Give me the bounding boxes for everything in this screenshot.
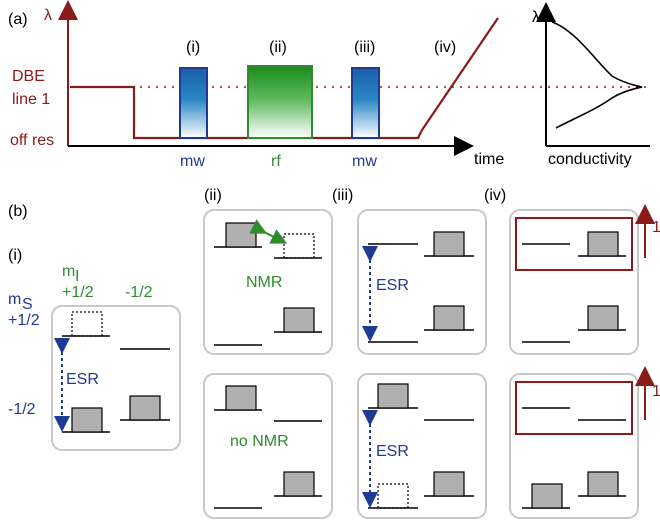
mI-subscript: I	[75, 268, 79, 285]
mw-pulse-2	[351, 67, 380, 139]
no-nmr-label: no NMR	[230, 433, 289, 450]
mS-label: m S	[8, 291, 33, 313]
population	[433, 305, 465, 331]
step-ii-label: (ii)	[269, 39, 287, 56]
mw-label-2: mw	[352, 153, 377, 170]
esr-label: ESR	[376, 443, 409, 460]
mI-label: m I	[62, 263, 79, 285]
col-i-label: (i)	[8, 247, 22, 264]
population	[531, 483, 563, 509]
mS-minus-label: -1/2	[8, 401, 36, 418]
col-iv-label: (iv)	[484, 187, 506, 204]
box-ii-bottom: no NMR	[203, 373, 333, 519]
box-iv-top	[509, 209, 639, 355]
nmr-label: NMR	[246, 274, 282, 291]
mw-pulse-1	[179, 67, 208, 139]
population	[225, 222, 257, 248]
population	[433, 471, 465, 497]
esr-label: ESR	[66, 371, 99, 388]
mS-symbol: m	[8, 291, 21, 308]
population	[129, 395, 161, 421]
population	[587, 471, 619, 497]
conductivity-label: conductivity	[548, 151, 632, 168]
mS-plus-label: +1/2	[8, 312, 40, 329]
box-iii-top: ESR	[357, 209, 487, 355]
box-iv-bottom	[509, 373, 639, 519]
box-iii-bottom: ESR	[357, 373, 487, 519]
col-iii-label: (iii)	[332, 187, 353, 204]
dbe-label: DBE	[12, 68, 45, 85]
time-label: time	[474, 151, 504, 168]
step-iii-label: (iii)	[354, 39, 375, 56]
mS-subscript: S	[22, 296, 33, 313]
conductivity-inset: λ conductivity	[532, 2, 650, 168]
empty-population	[283, 233, 315, 259]
signal-one-bottom: 1	[652, 383, 660, 400]
box-i: ESR	[51, 305, 181, 451]
mw-label-1: mw	[180, 153, 205, 170]
population	[225, 385, 257, 411]
step-iv-label: (iv)	[434, 39, 456, 56]
population	[587, 305, 619, 331]
esr-label: ESR	[376, 277, 409, 294]
mI-minus-label: -1/2	[125, 284, 153, 301]
col-ii-label: (ii)	[204, 187, 222, 204]
conducting-box	[515, 381, 633, 435]
conductivity-curve	[551, 21, 643, 129]
inset-lambda-label: λ	[532, 9, 540, 26]
population	[283, 307, 315, 333]
panel-b-label: (b)	[8, 203, 28, 220]
mI-plus-label: +1/2	[62, 284, 94, 301]
rf-pulse	[247, 65, 313, 139]
population	[433, 231, 465, 257]
conducting-box	[515, 217, 633, 271]
signal-one-top: 1	[652, 219, 660, 236]
panel-b: (b) (ii) (iii) (iv) (i) m I +1/2 -1/2 m …	[8, 187, 660, 519]
empty-population	[377, 483, 409, 509]
panel-a-label: (a)	[8, 11, 28, 28]
population	[71, 407, 103, 433]
empty-population	[71, 311, 103, 337]
population	[587, 231, 619, 257]
offres-label: off res	[10, 132, 54, 149]
lambda-axis-label: λ	[44, 7, 52, 24]
panel-a: (a) λ DBE line 1 off res time (i) (ii) (…	[8, 0, 650, 170]
rf-label: rf	[271, 153, 281, 170]
box-ii-top: NMR	[203, 209, 333, 355]
box-iv-top-frame	[509, 209, 639, 355]
line1-label: line 1	[12, 91, 50, 108]
population	[283, 471, 315, 497]
nmr-arrow	[249, 219, 288, 244]
step-i-label: (i)	[186, 39, 200, 56]
population	[377, 383, 409, 409]
mI-symbol: m	[62, 263, 75, 280]
